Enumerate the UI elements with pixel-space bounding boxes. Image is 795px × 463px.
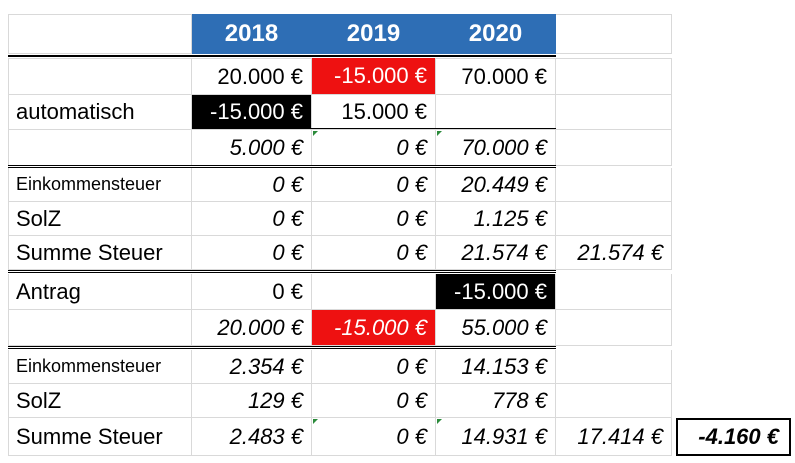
antrag-solz-2020[interactable]: 778 € xyxy=(436,384,556,418)
automatisch-est-2020[interactable]: 20.449 € xyxy=(436,168,556,202)
antrag-est-label[interactable]: Einkommensteuer xyxy=(8,350,192,384)
automatisch-income-label[interactable] xyxy=(8,130,192,166)
antrag-summe-2018[interactable]: 2.483 € xyxy=(192,418,312,456)
formula-marker-icon xyxy=(313,131,318,136)
section-divider-automatisch xyxy=(8,165,556,168)
formula-marker-icon xyxy=(437,419,442,424)
automatisch-income-2020[interactable]: 70.000 € xyxy=(436,130,556,166)
base-2019[interactable]: -15.000 € xyxy=(312,58,436,95)
antrag-solz-extra[interactable] xyxy=(556,384,672,418)
header-empty-cell[interactable] xyxy=(8,14,192,54)
automatisch-income-2019[interactable]: 0 € xyxy=(312,130,436,166)
antrag-income-2020[interactable]: 55.000 € xyxy=(436,310,556,346)
header-2018[interactable]: 2018 xyxy=(192,14,312,54)
automatisch-transfer-2018[interactable]: -15.000 € xyxy=(192,95,312,130)
automatisch-solz-2020[interactable]: 1.125 € xyxy=(436,202,556,236)
automatisch-solz-2018[interactable]: 0 € xyxy=(192,202,312,236)
antrag-income-extra[interactable] xyxy=(556,310,672,346)
automatisch-summe-2019[interactable]: 0 € xyxy=(312,236,436,270)
antrag-summe-2020[interactable]: 14.931 € xyxy=(436,418,556,456)
automatisch-solz-2019[interactable]: 0 € xyxy=(312,202,436,236)
automatisch-solz-extra[interactable] xyxy=(556,202,672,236)
antrag-summe-2019[interactable]: 0 € xyxy=(312,418,436,456)
automatisch-est-2019[interactable]: 0 € xyxy=(312,168,436,202)
antrag-est-2020[interactable]: 14.153 € xyxy=(436,350,556,384)
base-2020[interactable]: 70.000 € xyxy=(436,58,556,95)
automatisch-summe-2020[interactable]: 21.574 € xyxy=(436,236,556,270)
antrag-est-2019[interactable]: 0 € xyxy=(312,350,436,384)
antrag-est-2018[interactable]: 2.354 € xyxy=(192,350,312,384)
antrag-summe-label[interactable]: Summe Steuer xyxy=(8,418,192,456)
antrag-transfer-2020[interactable]: -15.000 € xyxy=(436,274,556,310)
automatisch-est-label[interactable]: Einkommensteuer xyxy=(8,168,192,202)
section-divider-antrag xyxy=(8,270,556,273)
antrag-solz-label[interactable]: SolZ xyxy=(8,384,192,418)
formula-marker-icon xyxy=(313,419,318,424)
automatisch-transfer-2019[interactable]: 15.000 € xyxy=(312,95,436,130)
base-label-cell[interactable] xyxy=(8,58,192,95)
automatisch-income-2018[interactable]: 5.000 € xyxy=(192,130,312,166)
section-divider-antrag-tax xyxy=(8,346,556,349)
automatisch-summe-label[interactable]: Summe Steuer xyxy=(8,236,192,270)
sum-underline-automatisch xyxy=(192,128,556,130)
automatisch-est-extra[interactable] xyxy=(556,168,672,202)
automatisch-income-extra[interactable] xyxy=(556,130,672,166)
base-extra[interactable] xyxy=(556,58,672,95)
antrag-transfer-2019[interactable] xyxy=(312,274,436,310)
antrag-income-label[interactable] xyxy=(8,310,192,346)
header-2019[interactable]: 2019 xyxy=(312,14,436,54)
difference-total[interactable]: -4.160 € xyxy=(676,418,791,456)
automatisch-transfer-2020[interactable] xyxy=(436,95,556,130)
antrag-income-2018[interactable]: 20.000 € xyxy=(192,310,312,346)
antrag-label[interactable]: Antrag xyxy=(8,274,192,310)
automatisch-transfer-extra[interactable] xyxy=(556,95,672,130)
antrag-income-2019[interactable]: -15.000 € xyxy=(312,310,436,346)
antrag-solz-2018[interactable]: 129 € xyxy=(192,384,312,418)
antrag-solz-2019[interactable]: 0 € xyxy=(312,384,436,418)
automatisch-solz-label[interactable]: SolZ xyxy=(8,202,192,236)
base-2018[interactable]: 20.000 € xyxy=(192,58,312,95)
antrag-est-extra[interactable] xyxy=(556,350,672,384)
automatisch-summe-total[interactable]: 21.574 € xyxy=(556,236,672,270)
automatisch-label[interactable]: automatisch xyxy=(8,95,192,130)
formula-marker-icon xyxy=(437,131,442,136)
header-extra-cell[interactable] xyxy=(556,14,672,54)
antrag-summe-total[interactable]: 17.414 € xyxy=(556,418,672,456)
antrag-transfer-2018[interactable]: 0 € xyxy=(192,274,312,310)
header-2020[interactable]: 2020 xyxy=(436,14,556,54)
automatisch-est-2018[interactable]: 0 € xyxy=(192,168,312,202)
automatisch-summe-2018[interactable]: 0 € xyxy=(192,236,312,270)
antrag-transfer-extra[interactable] xyxy=(556,274,672,310)
section-divider-top xyxy=(8,55,556,57)
